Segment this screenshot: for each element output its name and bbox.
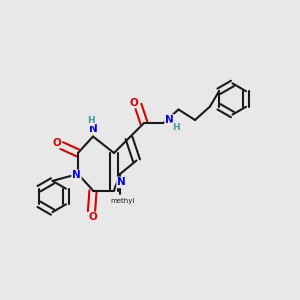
Text: O: O xyxy=(52,137,62,148)
Text: N: N xyxy=(165,115,174,125)
Text: methyl: methyl xyxy=(111,198,135,204)
Text: H: H xyxy=(87,116,94,125)
Text: H: H xyxy=(172,123,179,132)
Text: N: N xyxy=(88,124,98,134)
Text: O: O xyxy=(129,98,138,108)
Text: N: N xyxy=(117,177,126,188)
Text: N: N xyxy=(72,170,81,181)
Text: O: O xyxy=(88,212,98,223)
